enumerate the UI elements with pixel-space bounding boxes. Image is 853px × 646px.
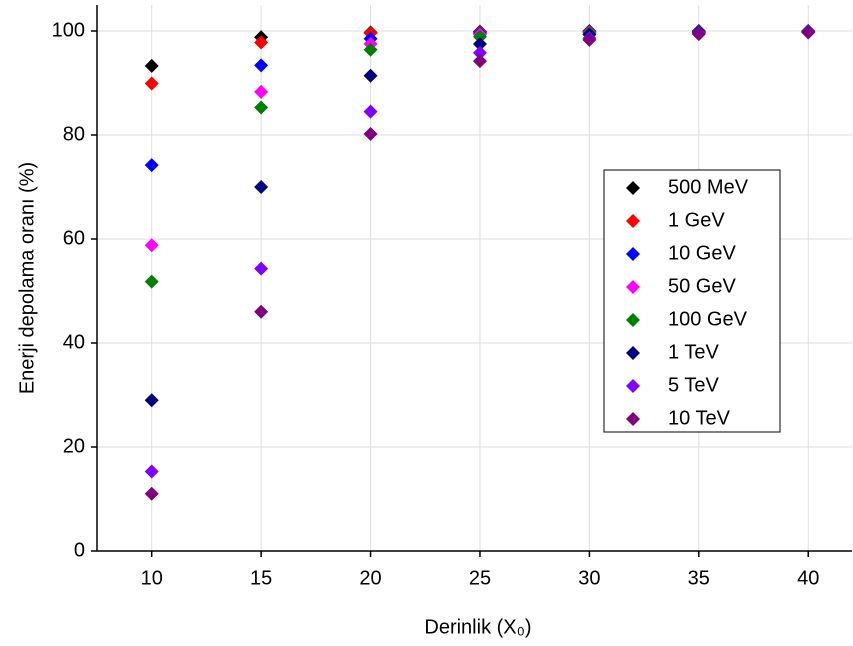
point <box>144 274 159 289</box>
y-tick-label: 80 <box>63 123 85 145</box>
legend-marker <box>626 346 640 360</box>
point <box>363 42 378 57</box>
point <box>254 84 269 99</box>
x-tick-label: 20 <box>359 567 381 589</box>
point <box>144 76 159 91</box>
x-axis-label: Derinlik (X₀) <box>424 616 531 638</box>
point <box>254 180 269 194</box>
legend-marker <box>626 280 640 294</box>
legend-marker <box>626 412 640 426</box>
legend-label: 1 GeV <box>668 209 725 231</box>
point <box>254 304 269 319</box>
point <box>144 393 159 408</box>
legend-marker <box>626 247 640 261</box>
x-tick-label: 30 <box>578 567 600 589</box>
x-tick-label: 40 <box>797 567 819 589</box>
y-tick-label: 60 <box>63 227 85 249</box>
point <box>472 54 487 69</box>
legend-label: 5 TeV <box>668 374 719 396</box>
legend-label: 500 MeV <box>668 176 749 198</box>
legend-label: 100 GeV <box>668 308 748 330</box>
legend-marker <box>626 181 640 195</box>
y-tick-label: 20 <box>63 435 85 457</box>
point <box>472 45 487 60</box>
legend-marker <box>626 313 640 327</box>
point <box>691 27 706 42</box>
y-tick-label: 0 <box>74 539 85 561</box>
point <box>582 32 597 47</box>
point <box>144 158 159 173</box>
x-tick-label: 25 <box>469 567 491 589</box>
y-tick-label: 40 <box>63 331 85 353</box>
point <box>254 100 269 115</box>
point <box>254 58 269 73</box>
point <box>472 29 487 44</box>
point <box>801 25 816 40</box>
legend-label: 50 GeV <box>668 275 736 297</box>
point <box>144 464 159 479</box>
point <box>254 35 269 50</box>
x-tick-label: 35 <box>688 567 710 589</box>
legend-label: 10 GeV <box>668 242 736 264</box>
point <box>363 68 378 83</box>
legend-label: 1 TeV <box>668 341 719 363</box>
point <box>363 104 378 119</box>
x-tick-label: 15 <box>250 567 272 589</box>
legend-marker <box>626 214 640 228</box>
y-tick-label: 100 <box>52 19 85 41</box>
point <box>144 238 159 253</box>
x-tick-label: 10 <box>141 567 163 589</box>
legend-label: 10 TeV <box>668 407 731 429</box>
legend-marker <box>626 379 640 393</box>
point <box>363 126 378 141</box>
point <box>144 58 159 73</box>
y-axis-label: Enerji depolama oranı (%) <box>16 162 38 394</box>
point <box>144 486 159 501</box>
point <box>254 261 269 276</box>
point <box>472 37 487 51</box>
